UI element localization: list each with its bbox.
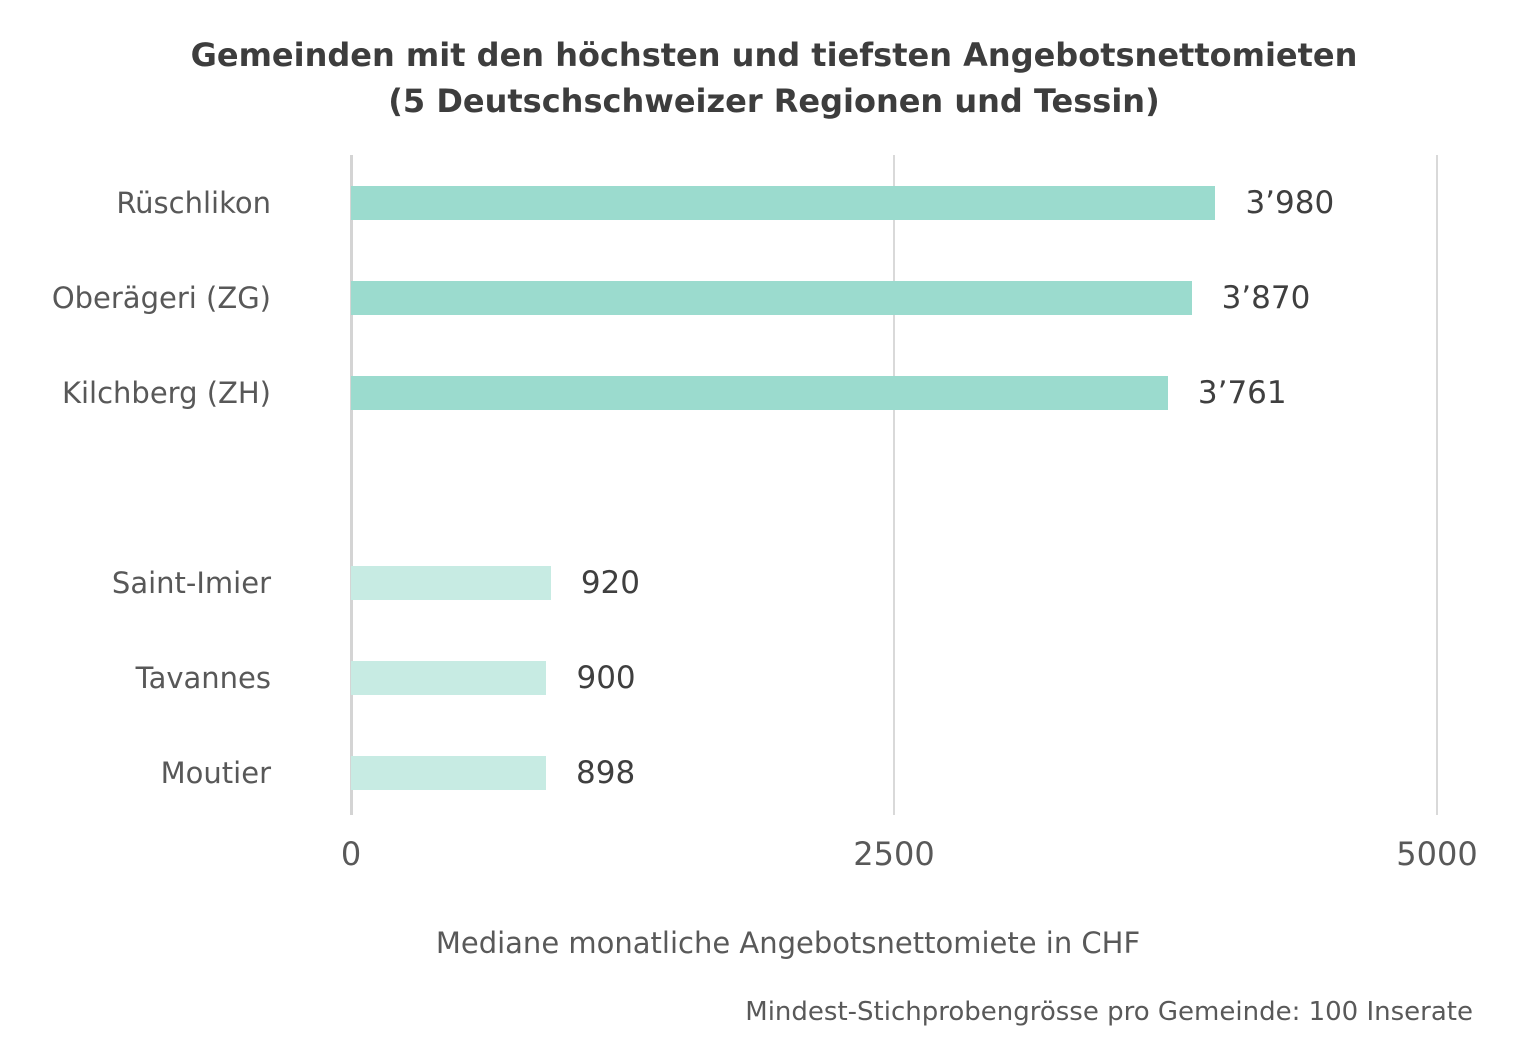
value-label: 3’870 bbox=[1221, 279, 1311, 316]
chart-title-line2: (5 Deutschschweizer Regionen und Tessin) bbox=[388, 82, 1160, 120]
x-tick-label: 2500 bbox=[853, 835, 935, 873]
gridline bbox=[1436, 155, 1438, 815]
bar bbox=[351, 375, 1168, 410]
value-label: 3’761 bbox=[1197, 374, 1287, 411]
bar bbox=[351, 185, 1216, 220]
footnote: Mindest-Stichprobengrösse pro Gemeinde: … bbox=[745, 997, 1473, 1027]
value-label: 898 bbox=[576, 754, 636, 791]
category-label: Moutier bbox=[160, 755, 271, 790]
bar bbox=[351, 660, 547, 695]
value-label: 900 bbox=[576, 659, 636, 696]
bar bbox=[351, 280, 1192, 315]
category-label: Tavannes bbox=[135, 660, 271, 695]
x-axis-title: Mediane monatliche Angebotsnettomiete in… bbox=[435, 926, 1141, 960]
x-tick-label: 5000 bbox=[1396, 835, 1478, 873]
value-label: 920 bbox=[580, 564, 640, 601]
category-label: Saint-Imier bbox=[111, 565, 271, 600]
bar bbox=[351, 755, 547, 790]
x-tick-label: 0 bbox=[340, 835, 362, 873]
category-label: Rüschlikon bbox=[116, 185, 271, 220]
y-axis-line bbox=[349, 155, 353, 815]
gridline bbox=[893, 155, 895, 815]
chart-title: Gemeinden mit den höchsten und tiefsten … bbox=[191, 32, 1358, 124]
value-label: 3’980 bbox=[1245, 184, 1335, 221]
category-label: Oberägeri (ZG) bbox=[51, 280, 271, 315]
category-label: Kilchberg (ZH) bbox=[61, 375, 271, 410]
bar bbox=[351, 565, 551, 600]
chart-title-line1: Gemeinden mit den höchsten und tiefsten … bbox=[190, 36, 1358, 74]
